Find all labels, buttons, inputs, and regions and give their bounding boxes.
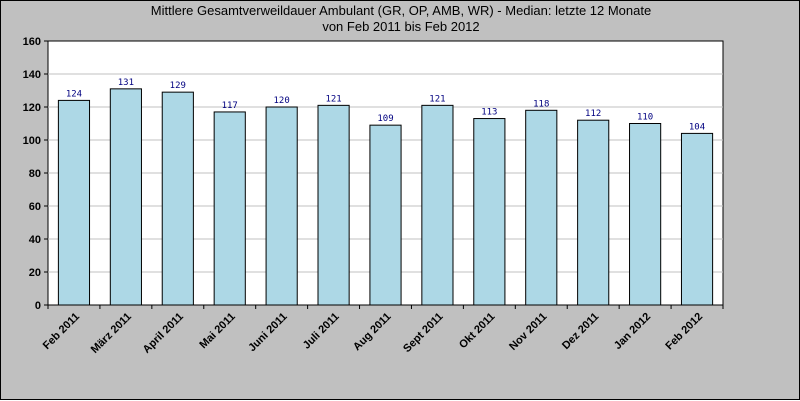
x-tick-label: Feb 2011 <box>41 311 82 352</box>
x-tick-label: Jan 2012 <box>612 311 653 352</box>
bar <box>57 99 91 306</box>
y-tick-label: 160 <box>23 36 41 48</box>
y-tick-label: 80 <box>29 168 41 180</box>
y-tick-label: 140 <box>23 69 41 81</box>
data-label: 118 <box>533 99 549 109</box>
bar <box>421 104 454 306</box>
bar <box>213 111 246 306</box>
data-label: 131 <box>118 78 134 88</box>
x-tick-label: Juli 2011 <box>301 311 342 352</box>
x-axis: Feb 2011 März 2011 April 2011 Mai 2011 Juni … <box>41 305 724 356</box>
bar <box>473 118 506 306</box>
bar <box>317 104 350 306</box>
x-tick-label: Mai 2011 <box>197 311 237 351</box>
bar <box>577 119 610 306</box>
bar <box>525 109 558 306</box>
bar <box>265 106 298 306</box>
bar <box>369 124 402 306</box>
x-tick-label: Dez 2011 <box>560 311 601 352</box>
data-label: 113 <box>481 108 497 118</box>
data-labels-group: 124 131 129 117 120 121 109 121 113 118 112 110 104 <box>66 78 705 133</box>
y-tick-label: 120 <box>23 102 41 114</box>
data-label: 117 <box>222 101 238 111</box>
x-tick-label: April 2011 <box>141 311 186 356</box>
y-tick-label: 40 <box>29 234 41 246</box>
chart-subtitle: von Feb 2011 bis Feb 2012 <box>322 19 479 34</box>
y-tick-label: 100 <box>23 135 41 147</box>
y-axis: 0 20 40 60 80 100 120 140 160 <box>23 36 48 312</box>
data-label: 104 <box>689 122 705 132</box>
bar <box>109 88 142 306</box>
data-label: 121 <box>429 94 445 104</box>
data-label: 124 <box>66 89 82 99</box>
x-tick-label: Sept 2011 <box>401 311 445 355</box>
x-tick-label: Aug 2011 <box>351 311 394 354</box>
bar <box>161 91 194 306</box>
y-tick-label: 0 <box>35 300 41 312</box>
bar <box>629 123 662 306</box>
data-label: 110 <box>637 113 653 123</box>
data-label: 129 <box>170 81 186 91</box>
data-label: 121 <box>325 94 341 104</box>
x-tick-label: März 2011 <box>89 311 134 356</box>
x-tick-label: Nov 2011 <box>507 311 549 353</box>
chart-title: Mittlere Gesamtverweildauer Ambulant (GR… <box>151 3 651 18</box>
data-label: 112 <box>585 109 601 119</box>
data-label: 109 <box>377 114 393 124</box>
x-tick-label: Juni 2011 <box>246 311 290 355</box>
y-tick-label: 20 <box>29 267 41 279</box>
bar <box>680 132 714 306</box>
x-tick-label: Okt 2011 <box>457 311 497 351</box>
data-label: 120 <box>274 96 290 106</box>
x-tick-label: Feb 2012 <box>663 311 705 353</box>
bars-group <box>57 88 714 306</box>
y-tick-label: 60 <box>29 201 41 213</box>
